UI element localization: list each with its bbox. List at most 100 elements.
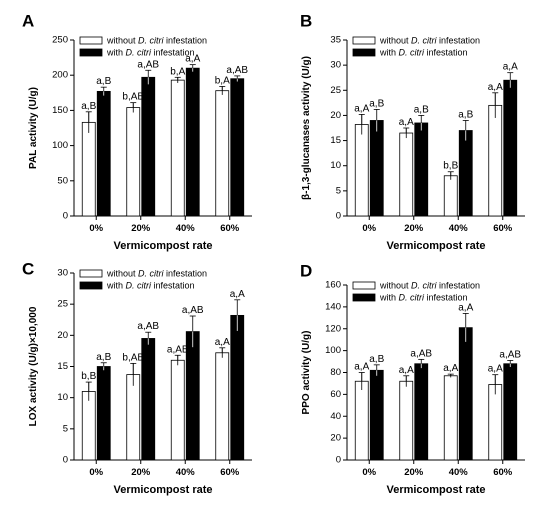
bar-without bbox=[443, 175, 458, 217]
y-tick-label: 250 bbox=[52, 35, 68, 46]
legend-swatch-without bbox=[79, 36, 103, 45]
bar-without bbox=[354, 380, 369, 461]
x-tick-label: 60% bbox=[493, 223, 513, 234]
legend-suffix: infestation bbox=[164, 36, 208, 46]
significance-label: a,AB bbox=[167, 344, 189, 355]
legend-species: D. citri bbox=[126, 48, 152, 58]
significance-label: a,A bbox=[185, 54, 200, 65]
y-tick-label: 10 bbox=[57, 392, 68, 403]
legend-prefix: without bbox=[106, 36, 138, 46]
legend-species: D. citri bbox=[411, 281, 437, 291]
legend-entry: with D. citri infestation bbox=[379, 293, 468, 303]
y-tick-label: 10 bbox=[330, 160, 341, 171]
significance-label: a,AB bbox=[226, 65, 248, 76]
legend-swatch-with bbox=[352, 48, 376, 57]
y-tick-label: 200 bbox=[52, 70, 68, 81]
significance-label: b,A bbox=[170, 66, 185, 77]
bar-with bbox=[230, 314, 245, 461]
significance-label: a,B bbox=[96, 76, 111, 87]
significance-label: a,A bbox=[215, 337, 230, 348]
panel-letter: A bbox=[22, 11, 34, 30]
significance-label: a,A bbox=[399, 365, 414, 376]
y-tick-label: 0 bbox=[63, 211, 68, 222]
bar-without bbox=[399, 132, 414, 217]
significance-label: a,A bbox=[488, 364, 503, 375]
x-axis-label: Vermicompost rate bbox=[386, 484, 485, 496]
bar-without bbox=[215, 90, 230, 217]
significance-label: a,A bbox=[399, 117, 414, 128]
significance-label: a,AB bbox=[410, 348, 432, 359]
bar-without bbox=[443, 375, 458, 461]
y-tick-label: 15 bbox=[57, 361, 68, 372]
panel-a: A 0 50 100 150 200 250 0% a,B a,B 20% b,AB a,AB 40% b,… bbox=[22, 11, 252, 252]
legend-prefix: with bbox=[379, 293, 399, 303]
significance-label: a,A bbox=[503, 62, 518, 73]
y-tick-label: 0 bbox=[336, 211, 341, 222]
y-tick-label: 100 bbox=[325, 345, 341, 356]
legend-entry: without D. citri infestation bbox=[106, 36, 207, 46]
legend-species: D. citri bbox=[399, 48, 425, 58]
bar-with bbox=[185, 331, 200, 461]
bar-without bbox=[399, 380, 414, 461]
legend-swatch-with bbox=[79, 48, 103, 57]
x-tick-label: 20% bbox=[131, 223, 151, 234]
y-axis-label: PAL activity (U/g) bbox=[28, 87, 39, 169]
panel-c: C 0 5 10 15 20 25 30 0% b,Ba,B 20% b,AB a,AB 40% a,AB a… bbox=[22, 259, 252, 496]
x-axis-label: Vermicompost rate bbox=[113, 484, 212, 496]
x-tick-label: 40% bbox=[449, 223, 469, 234]
bar-with bbox=[414, 363, 429, 461]
y-tick-label: 160 bbox=[325, 280, 341, 291]
legend-swatch-without bbox=[352, 281, 376, 290]
significance-label: a,A bbox=[443, 363, 458, 374]
bar-with bbox=[369, 369, 384, 461]
x-tick-label: 40% bbox=[449, 467, 469, 478]
y-axis-label: PPO activity (U/g) bbox=[301, 331, 312, 415]
legend-prefix: with bbox=[106, 281, 126, 291]
bar-without bbox=[170, 359, 185, 461]
y-tick-label: 80 bbox=[330, 367, 341, 378]
bar-without bbox=[81, 391, 96, 461]
significance-label: a,B bbox=[369, 98, 384, 109]
y-tick-label: 25 bbox=[330, 85, 341, 96]
significance-label: a,AB bbox=[182, 305, 204, 316]
significance-label: b,B bbox=[443, 161, 458, 172]
legend-suffix: infestation bbox=[151, 281, 195, 291]
significance-label: b,AB bbox=[122, 92, 144, 103]
y-tick-label: 25 bbox=[57, 299, 68, 310]
bar-with bbox=[503, 79, 518, 217]
legend-swatch-without bbox=[352, 36, 376, 45]
x-tick-label: 0% bbox=[89, 467, 103, 478]
significance-label: a,A bbox=[488, 82, 503, 93]
legend-swatch-with bbox=[79, 281, 103, 290]
bar-without bbox=[488, 104, 503, 217]
significance-label: b,B bbox=[81, 371, 96, 382]
y-tick-label: 30 bbox=[330, 60, 341, 71]
bar-with bbox=[141, 338, 156, 461]
legend-suffix: infestation bbox=[151, 48, 195, 58]
legend-entry: without D. citri infestation bbox=[379, 36, 480, 46]
legend-suffix: infestation bbox=[424, 48, 468, 58]
legend-entry: with D. citri infestation bbox=[379, 48, 468, 58]
x-tick-label: 0% bbox=[89, 223, 103, 234]
y-tick-label: 35 bbox=[330, 35, 341, 46]
x-tick-label: 20% bbox=[404, 467, 424, 478]
legend-swatch-with bbox=[352, 293, 376, 302]
bar-with bbox=[96, 366, 111, 461]
x-axis-label: Vermicompost rate bbox=[386, 240, 485, 252]
y-axis-label: β-1,3-glucanases activity (U/g) bbox=[301, 56, 312, 200]
legend-species: D. citri bbox=[399, 293, 425, 303]
significance-label: a,B bbox=[96, 352, 111, 363]
y-tick-label: 150 bbox=[52, 105, 68, 116]
x-tick-label: 60% bbox=[220, 223, 240, 234]
significance-label: a,B bbox=[369, 354, 384, 365]
significance-label: a,B bbox=[414, 104, 429, 115]
bar-without bbox=[126, 107, 141, 217]
x-tick-label: 20% bbox=[131, 467, 151, 478]
y-tick-label: 50 bbox=[57, 175, 68, 186]
legend-suffix: infestation bbox=[437, 281, 481, 291]
significance-label: a,AB bbox=[137, 59, 159, 70]
bar-without bbox=[354, 124, 369, 217]
y-tick-label: 5 bbox=[63, 423, 68, 434]
bar-with bbox=[185, 67, 200, 217]
